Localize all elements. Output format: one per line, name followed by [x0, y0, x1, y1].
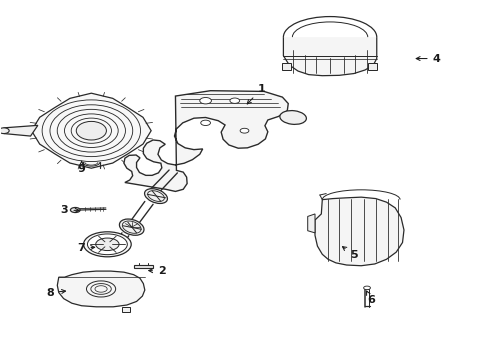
- Ellipse shape: [363, 286, 370, 290]
- Ellipse shape: [83, 232, 131, 257]
- Ellipse shape: [240, 128, 248, 133]
- Ellipse shape: [119, 219, 143, 235]
- Ellipse shape: [70, 207, 80, 212]
- Ellipse shape: [144, 189, 167, 203]
- Text: 3: 3: [61, 205, 79, 215]
- Polygon shape: [314, 197, 403, 266]
- Text: 1: 1: [247, 84, 265, 104]
- Polygon shape: [31, 93, 151, 168]
- Polygon shape: [4, 125, 38, 136]
- Ellipse shape: [279, 111, 306, 125]
- Text: 7: 7: [78, 243, 95, 253]
- Polygon shape: [123, 91, 287, 192]
- Ellipse shape: [87, 234, 127, 255]
- Polygon shape: [283, 37, 376, 76]
- Ellipse shape: [200, 98, 211, 104]
- Ellipse shape: [0, 128, 9, 134]
- Text: 5: 5: [342, 247, 357, 260]
- Polygon shape: [122, 307, 130, 312]
- Ellipse shape: [229, 98, 239, 103]
- Text: 2: 2: [148, 266, 165, 276]
- Text: 4: 4: [415, 54, 440, 64]
- Polygon shape: [282, 63, 290, 70]
- Polygon shape: [57, 271, 144, 307]
- Ellipse shape: [96, 238, 119, 251]
- Polygon shape: [307, 214, 314, 233]
- Ellipse shape: [201, 120, 210, 126]
- Text: 9: 9: [78, 161, 85, 174]
- Text: 8: 8: [46, 288, 65, 297]
- Polygon shape: [367, 63, 376, 70]
- Polygon shape: [133, 265, 153, 268]
- Ellipse shape: [76, 121, 106, 140]
- Text: 6: 6: [366, 291, 374, 305]
